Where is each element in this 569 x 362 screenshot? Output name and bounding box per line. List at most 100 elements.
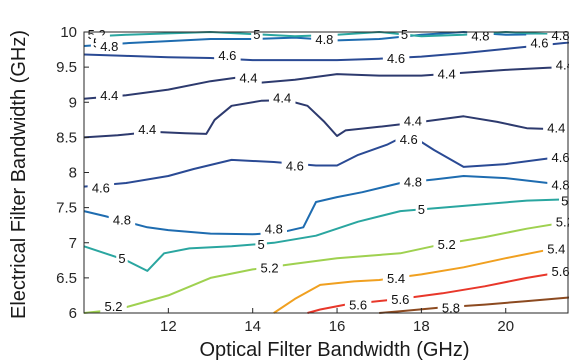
contour-label: 4.8 bbox=[552, 28, 569, 43]
contour-label-bg bbox=[260, 220, 288, 236]
contour-label-bg bbox=[382, 49, 410, 65]
contour-label: 4.8 bbox=[315, 32, 333, 47]
contour-label-bg bbox=[96, 38, 123, 54]
contour-label: 5.4 bbox=[387, 271, 405, 286]
contour-lines-layer bbox=[83, 31, 569, 314]
contour-label-bg bbox=[526, 34, 553, 50]
contour-label: 4.8 bbox=[113, 213, 131, 228]
contour-line-5-2-0 bbox=[83, 220, 569, 314]
contour-label-bg bbox=[235, 69, 262, 85]
contour-label: 5.6 bbox=[349, 298, 367, 313]
y-tick-label: 6 bbox=[69, 305, 77, 322]
contour-label: 5.6 bbox=[391, 292, 409, 307]
x-tick-label: 14 bbox=[244, 318, 261, 335]
contour-line-4-4-0 bbox=[83, 99, 569, 139]
contour-label-bg bbox=[311, 31, 338, 47]
x-axis-label: Optical Filter Bandwidth (GHz) bbox=[199, 339, 469, 361]
contour-line-5-0 bbox=[83, 198, 569, 272]
contour-label-bg bbox=[214, 47, 241, 63]
contour-label-bg bbox=[116, 250, 128, 266]
contour-label: 4.4 bbox=[138, 122, 156, 137]
contour-label-bg bbox=[543, 119, 569, 135]
contour-label: 5.8 bbox=[442, 300, 460, 315]
contour-label: 4.6 bbox=[286, 158, 304, 173]
contour-line-5-6-0 bbox=[307, 269, 569, 314]
contour-label: 4.8 bbox=[471, 29, 489, 44]
contour-label: 4.6 bbox=[552, 150, 569, 165]
contour-label: 4.4 bbox=[100, 88, 118, 103]
contour-label-bg bbox=[433, 65, 460, 81]
contour-label: 5.2 bbox=[261, 260, 279, 275]
contour-label: 4.8 bbox=[100, 39, 118, 54]
contour-label-bg bbox=[399, 112, 427, 128]
contour-label: 5 bbox=[258, 237, 265, 252]
contour-label: 5 bbox=[253, 27, 260, 42]
contour-label: 5.4 bbox=[547, 241, 565, 256]
contour-label-bg bbox=[551, 56, 569, 72]
contour-label-bg bbox=[467, 27, 494, 43]
contour-label-bg bbox=[96, 87, 123, 103]
y-tick-label: 6.5 bbox=[56, 270, 77, 287]
contour-label: 4.6 bbox=[400, 132, 418, 147]
contour-label: 4.4 bbox=[547, 121, 565, 136]
y-axis-label: Electrical Filter Bandwidth (GHz) bbox=[8, 30, 30, 319]
contour-line-4-6-1 bbox=[83, 41, 569, 62]
x-tick-label: 18 bbox=[413, 318, 430, 335]
contour-label: 4.4 bbox=[404, 114, 422, 129]
plot-frame bbox=[83, 31, 569, 314]
contour-label: 5 bbox=[118, 251, 125, 266]
contour-label: 4.4 bbox=[438, 66, 456, 81]
contour-label: 4.4 bbox=[273, 90, 291, 105]
contour-line-4-6-0 bbox=[83, 132, 569, 188]
contour-label-bg bbox=[281, 157, 309, 173]
x-tick-label: 12 bbox=[160, 318, 177, 335]
contour-label: 5.2 bbox=[556, 215, 569, 230]
contour-label-bg bbox=[100, 297, 127, 313]
contour-label-bg bbox=[398, 26, 411, 42]
contour-label-bg bbox=[547, 262, 569, 278]
contour-label: 4.6 bbox=[92, 180, 110, 195]
contour-label-bg bbox=[559, 192, 569, 208]
y-tick-label: 7.5 bbox=[56, 200, 77, 217]
contour-labels-layer: 5.2 5 4.8 5 4.8 5 4.8 4.6 4.8 4.6 4.6 4.4 4.4 4.4 4.4 4… bbox=[83, 26, 569, 315]
y-tick-label: 9 bbox=[69, 94, 77, 111]
contour-label: 4.6 bbox=[530, 36, 548, 51]
axis-ticks-layer: 12 14 16 18 20 6 6.5 7 7.5 8 8.5 9 9.5 10 bbox=[56, 24, 514, 335]
contour-label-bg bbox=[547, 26, 569, 42]
contour-label: 5 bbox=[561, 194, 568, 209]
contour-label-bg bbox=[255, 236, 267, 252]
contour-label-bg bbox=[395, 130, 422, 146]
contour-label-bg bbox=[551, 213, 569, 229]
contour-label: 4.8 bbox=[404, 175, 422, 190]
contour-label-bg bbox=[415, 201, 428, 217]
contour-label: 5 bbox=[418, 202, 425, 217]
contour-label-bg bbox=[382, 269, 410, 285]
x-tick-label: 20 bbox=[497, 318, 514, 335]
contour-label-bg bbox=[256, 259, 283, 275]
contour-label: 4.4 bbox=[556, 57, 569, 72]
x-tick-label: 16 bbox=[329, 318, 346, 335]
contour-label-bg bbox=[251, 26, 263, 42]
contour-label-bg bbox=[83, 26, 110, 42]
contour-label: 5 bbox=[401, 27, 408, 42]
contour-label: 5.2 bbox=[438, 237, 456, 252]
contour-label-bg bbox=[433, 236, 460, 252]
y-tick-label: 8 bbox=[69, 165, 77, 182]
contour-label: 4.8 bbox=[552, 177, 569, 192]
contour-label: 4.6 bbox=[387, 51, 405, 66]
contour-line-4-8-0 bbox=[83, 175, 569, 236]
contour-label-bg bbox=[399, 173, 427, 189]
contour-label-bg bbox=[268, 89, 296, 105]
contour-label-bg bbox=[134, 120, 161, 136]
contour-label: 4.4 bbox=[239, 71, 257, 86]
contour-label-bg bbox=[437, 299, 465, 315]
y-tick-label: 7 bbox=[69, 235, 77, 252]
contour-label-bg bbox=[108, 211, 136, 227]
contour-label-bg bbox=[547, 149, 569, 165]
contour-label: 5.2 bbox=[104, 299, 122, 314]
contour-label: 5.6 bbox=[552, 264, 569, 279]
contour-label-bg bbox=[344, 296, 372, 312]
y-tick-label: 10 bbox=[60, 24, 77, 41]
contour-line-4-4-1 bbox=[83, 66, 569, 100]
